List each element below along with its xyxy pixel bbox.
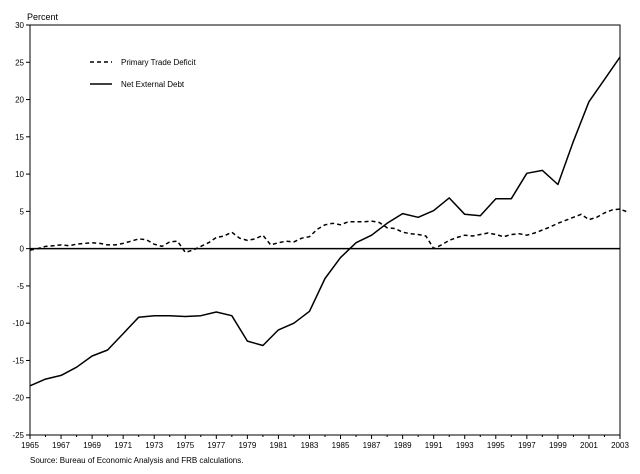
x-tick-label: 1997: [518, 441, 536, 450]
x-tick-label: 1977: [207, 441, 225, 450]
x-tick-label: 2003: [611, 441, 629, 450]
x-tick-label: 1967: [52, 441, 70, 450]
plot-frame: [29, 24, 621, 436]
x-tick-label: 1971: [114, 441, 132, 450]
x-tick-label: 1973: [145, 441, 163, 450]
series-line-net-external-debt: [29, 56, 621, 387]
y-tick-label: 15: [15, 133, 24, 142]
x-tick-label: 1969: [83, 441, 101, 450]
y-tick-label: -25: [12, 431, 24, 440]
y-tick-label: 10: [15, 170, 24, 179]
y-tick-label: 5: [20, 207, 25, 216]
series-line-primary-trade-deficit: [29, 208, 629, 254]
y-axis: 30 25 20 15 10 5 0 -5 -10 -15 -20 -25: [12, 21, 30, 440]
y-tick-label: 0: [20, 245, 25, 254]
y-tick-label: 20: [15, 96, 24, 105]
legend: Primary Trade Deficit Net External Debt: [90, 58, 196, 89]
y-tick-label: -20: [12, 394, 24, 403]
x-tick-label: 1983: [301, 441, 319, 450]
y-tick-label: 30: [15, 21, 24, 30]
x-tick-label: 1995: [487, 441, 505, 450]
x-tick-label: 1987: [363, 441, 381, 450]
source-note: Source: Bureau of Economic Analysis and …: [30, 456, 244, 465]
x-tick-label: 1975: [176, 441, 194, 450]
x-tick-label: 1989: [394, 441, 412, 450]
legend-label-primary-trade-deficit: Primary Trade Deficit: [121, 58, 196, 67]
y-axis-label: Percent: [27, 12, 59, 22]
x-tick-label: 1981: [270, 441, 288, 450]
legend-label-net-external-debt: Net External Debt: [121, 80, 185, 89]
y-tick-label: -15: [12, 356, 24, 365]
x-tick-label: 1985: [332, 441, 350, 450]
y-tick-label: -5: [17, 282, 25, 291]
x-tick-label: 1979: [238, 441, 256, 450]
x-tick-label: 1993: [456, 441, 474, 450]
x-axis: 1965 1967 1969 1971 1973 1975 1977 1979 1981 1983…: [21, 435, 629, 450]
y-tick-label: -10: [12, 319, 24, 328]
x-tick-label: 1965: [21, 441, 39, 450]
x-tick-label: 1999: [549, 441, 567, 450]
x-tick-label: 1991: [425, 441, 443, 450]
series-layer: [29, 56, 629, 387]
y-tick-label: 25: [15, 58, 24, 67]
x-tick-label: 2001: [580, 441, 598, 450]
